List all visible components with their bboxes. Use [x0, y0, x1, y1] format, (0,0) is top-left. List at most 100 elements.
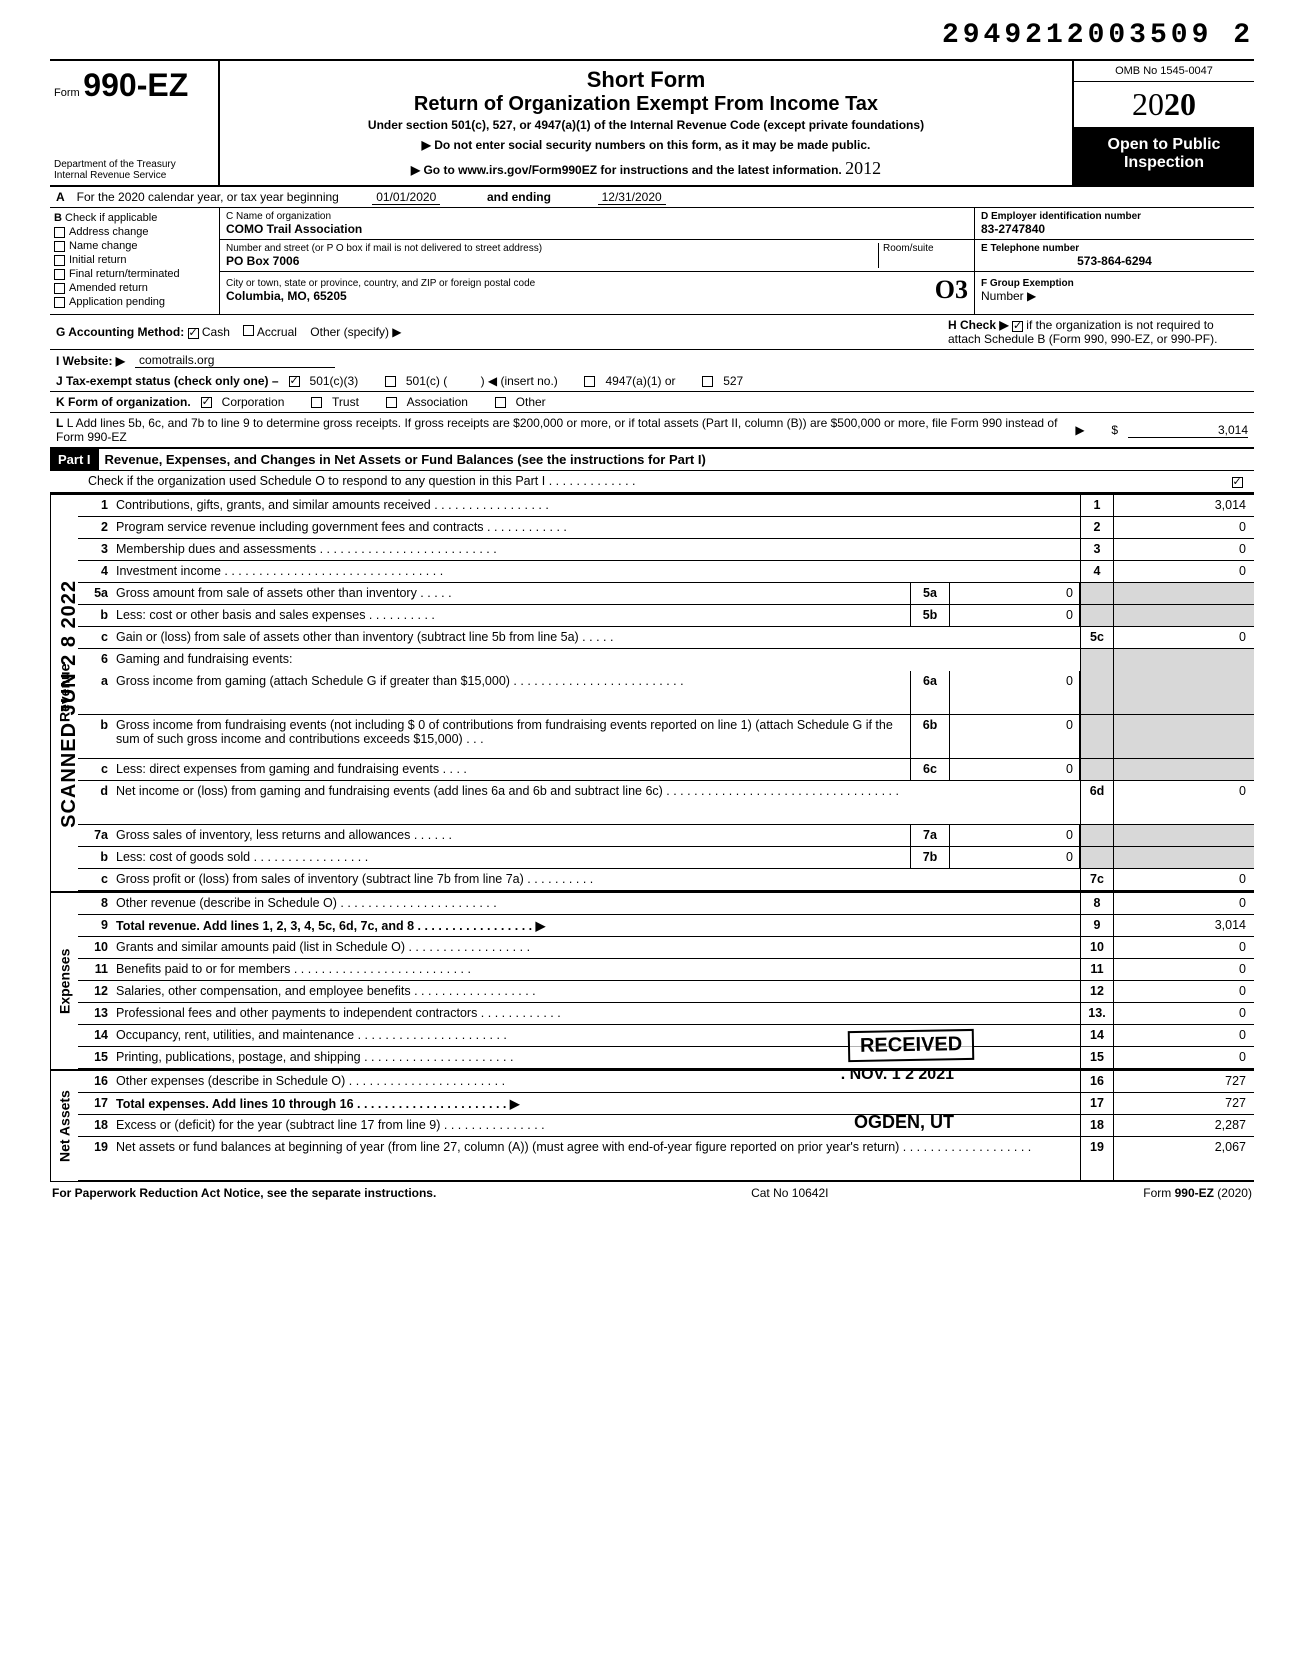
checkbox-name-change[interactable]	[54, 241, 65, 252]
checkbox-4947[interactable]	[584, 376, 595, 387]
line-c: cGross profit or (loss) from sales of in…	[78, 869, 1254, 891]
right-line-value: 0	[1114, 781, 1254, 824]
right-line-value: 2,287	[1114, 1115, 1254, 1136]
checkbox-501c[interactable]	[385, 376, 396, 387]
line-number: 2	[78, 517, 112, 538]
row-a-tax-year: A For the 2020 calendar year, or tax yea…	[50, 187, 1254, 208]
right-line-value	[1114, 825, 1254, 846]
mid-line-number: 6a	[910, 671, 950, 714]
line-description: Total revenue. Add lines 1, 2, 3, 4, 5c,…	[112, 915, 1080, 936]
line-19: 19Net assets or fund balances at beginni…	[78, 1137, 1254, 1181]
checkbox-final-return[interactable]	[54, 269, 65, 280]
right-line-number: 16	[1080, 1071, 1114, 1092]
checkbox-corporation[interactable]	[201, 397, 212, 408]
line-d: dNet income or (loss) from gaming and fu…	[78, 781, 1254, 825]
right-line-value: 2,067	[1114, 1137, 1254, 1180]
mid-line-number: 7b	[910, 847, 950, 868]
right-line-value: 727	[1114, 1093, 1254, 1114]
right-line-value: 0	[1114, 1003, 1254, 1024]
right-line-number: 6d	[1080, 781, 1114, 824]
line-description: Program service revenue including govern…	[112, 517, 1080, 538]
line-b: bGross income from fundraising events (n…	[78, 715, 1254, 759]
right-line-number	[1080, 847, 1114, 868]
handwritten-year: 2012	[845, 158, 881, 178]
line-13: 13Professional fees and other payments t…	[78, 1003, 1254, 1025]
line-number: 14	[78, 1025, 112, 1046]
checkbox-cash[interactable]	[188, 328, 199, 339]
tax-year-begin: 01/01/2020	[372, 190, 440, 205]
line-description: Gain or (loss) from sale of assets other…	[112, 627, 1080, 648]
line-description: Total expenses. Add lines 10 through 16 …	[112, 1093, 1080, 1114]
checkbox-address-change[interactable]	[54, 227, 65, 238]
section-expenses: Expenses8Other revenue (describe in Sche…	[50, 891, 1254, 1069]
org-city: Columbia, MO, 65205	[226, 289, 935, 303]
mid-line-number: 6c	[910, 759, 950, 780]
received-date-stamp: . NOV. 1 2 2021	[841, 1066, 954, 1084]
line-number: d	[78, 781, 112, 824]
line-number: 3	[78, 539, 112, 560]
line-number: 17	[78, 1093, 112, 1114]
line-18: 18Excess or (deficit) for the year (subt…	[78, 1115, 1254, 1137]
line-description: Gaming and fundraising events:	[112, 649, 1080, 671]
page-footer: For Paperwork Reduction Act Notice, see …	[50, 1181, 1254, 1204]
document-id: 2949212003509 2	[50, 20, 1254, 51]
line-description: Gross income from fundraising events (no…	[112, 715, 910, 758]
checkbox-other-org[interactable]	[495, 397, 506, 408]
line-description: Less: cost or other basis and sales expe…	[112, 605, 910, 626]
right-line-number	[1080, 583, 1114, 604]
right-line-number: 11	[1080, 959, 1114, 980]
line-3: 3Membership dues and assessments . . . .…	[78, 539, 1254, 561]
instruction-url: ▶ Go to www.irs.gov/Form990EZ for instru…	[230, 158, 1062, 179]
org-address: PO Box 7006	[226, 254, 878, 268]
checkbox-trust[interactable]	[311, 397, 322, 408]
checkbox-501c3[interactable]	[289, 376, 300, 387]
open-public-badge: Open to Public Inspection	[1074, 128, 1254, 185]
label-ein: D Employer identification number	[981, 211, 1248, 222]
dept-irs: Internal Revenue Service	[54, 170, 176, 181]
checkbox-schedule-b[interactable]	[1012, 321, 1023, 332]
line-description: Gross income from gaming (attach Schedul…	[112, 671, 910, 714]
cat-number: Cat No 10642I	[751, 1186, 828, 1200]
right-line-value	[1114, 605, 1254, 626]
line-description: Grants and similar amounts paid (list in…	[112, 937, 1080, 958]
line-number: 15	[78, 1047, 112, 1068]
line-number: 8	[78, 893, 112, 914]
right-line-number	[1080, 671, 1114, 714]
line-description: Investment income . . . . . . . . . . . …	[112, 561, 1080, 582]
right-line-number: 7c	[1080, 869, 1114, 890]
right-line-value: 0	[1114, 959, 1254, 980]
mid-line-value: 0	[950, 715, 1080, 758]
right-line-value: 0	[1114, 539, 1254, 560]
right-line-value	[1114, 715, 1254, 758]
line-description: Net assets or fund balances at beginning…	[112, 1137, 1080, 1180]
mid-line-number: 7a	[910, 825, 950, 846]
checkbox-527[interactable]	[702, 376, 713, 387]
right-line-value: 3,014	[1114, 495, 1254, 516]
right-line-value: 0	[1114, 981, 1254, 1002]
checkbox-schedule-o[interactable]	[1232, 477, 1243, 488]
line-number: 16	[78, 1071, 112, 1092]
right-line-number: 19	[1080, 1137, 1114, 1180]
side-label-expenses: Expenses	[50, 893, 78, 1069]
mid-line-value: 0	[950, 847, 1080, 868]
right-line-number	[1080, 715, 1114, 758]
mid-line-value: 0	[950, 583, 1080, 604]
checkbox-accrual[interactable]	[243, 325, 254, 336]
right-line-value: 0	[1114, 517, 1254, 538]
right-line-value	[1114, 847, 1254, 868]
right-line-number	[1080, 649, 1114, 671]
mid-line-value: 0	[950, 671, 1080, 714]
right-line-value: 0	[1114, 893, 1254, 914]
line-11: 11Benefits paid to or for members . . . …	[78, 959, 1254, 981]
checkbox-association[interactable]	[386, 397, 397, 408]
checkbox-initial-return[interactable]	[54, 255, 65, 266]
checkbox-amended[interactable]	[54, 283, 65, 294]
line-number: a	[78, 671, 112, 714]
checkbox-app-pending[interactable]	[54, 297, 65, 308]
right-line-number: 14	[1080, 1025, 1114, 1046]
right-line-value	[1114, 649, 1254, 671]
line-8: 8Other revenue (describe in Schedule O) …	[78, 893, 1254, 915]
line-number: c	[78, 869, 112, 890]
line-number: b	[78, 715, 112, 758]
right-line-number: 10	[1080, 937, 1114, 958]
